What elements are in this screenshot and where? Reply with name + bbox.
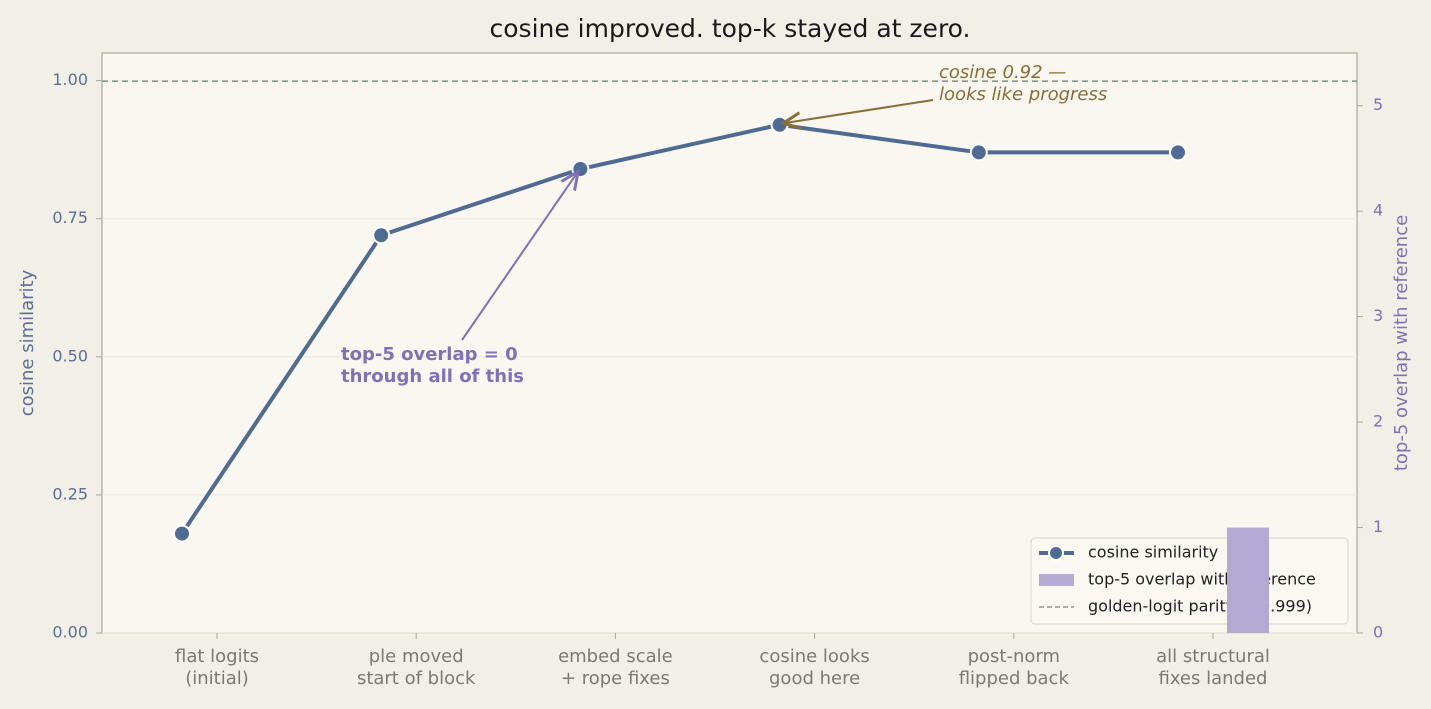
legend-label: cosine similarity	[1088, 543, 1218, 562]
legend-swatch	[1048, 545, 1064, 561]
annotation: cosine 0.92 — looks like progress	[939, 62, 1108, 105]
point	[969, 143, 988, 162]
y-tick-label: 0.75	[52, 208, 88, 227]
legend: cosine similarity top-5 overlap with refe…	[1030, 537, 1349, 625]
legend-label: golden-logit parity (~0.999)	[1088, 597, 1312, 616]
line	[180, 122, 1178, 535]
bar	[1227, 527, 1269, 633]
y2-tick-label: 1	[1373, 517, 1383, 536]
x-tick-label: embed scale + rope fixes	[558, 646, 673, 689]
y2-tick-label: 2	[1373, 412, 1383, 431]
y2-tick-label: 0	[1373, 623, 1383, 642]
legend-swatch	[1039, 574, 1074, 586]
annotation-arrow	[785, 99, 934, 123]
point	[1169, 143, 1187, 162]
point	[372, 226, 391, 245]
x-tick-label: post-norm flipped back	[958, 646, 1069, 689]
x-tick-label: flat logits (initial)	[174, 646, 260, 689]
legend-label: top-5 overlap with reference	[1088, 570, 1316, 589]
annotation: top-5 overlap = 0 through all of this	[341, 344, 524, 387]
y-tick-label: 0.50	[52, 346, 88, 365]
y2-axis-label: top-5 overlap with reference	[1391, 215, 1412, 471]
point	[173, 524, 191, 543]
x-tick-label: ple moved start of block	[356, 646, 476, 689]
point	[770, 115, 789, 134]
x-tick-label: cosine looks good here	[759, 646, 870, 689]
y-tick-label: 0.25	[52, 484, 88, 503]
y2-tick-label: 4	[1373, 201, 1383, 220]
y2-tick-label: 3	[1373, 306, 1383, 325]
y-tick-label: 0.00	[52, 623, 88, 642]
annotation-arrow	[461, 173, 577, 341]
y-axis-label: cosine similarity	[17, 269, 38, 416]
y-tick-label: 1.00	[52, 70, 88, 89]
x-tick-label: all structural fixes landed	[1156, 646, 1270, 689]
y2-tick-label: 5	[1373, 95, 1383, 114]
chart-title: cosine improved. top-k stayed at zero.	[490, 14, 971, 43]
